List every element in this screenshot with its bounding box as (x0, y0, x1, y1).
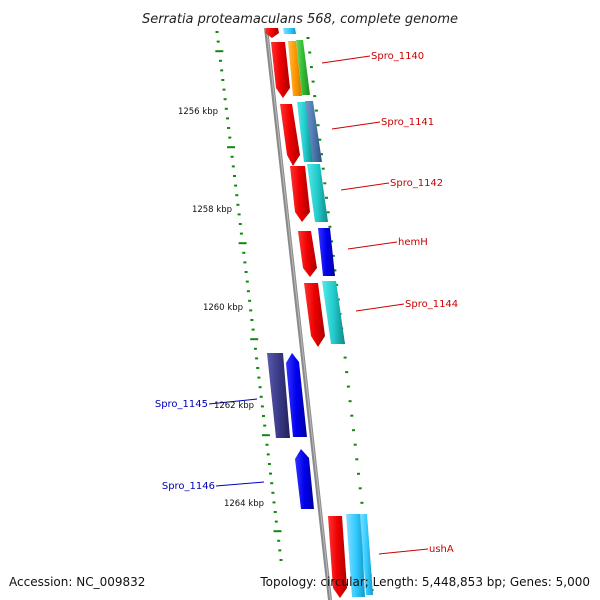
gene-hemh[interactable] (298, 228, 335, 277)
svg-text:Spro_1142: Spro_1142 (390, 178, 443, 189)
svg-text:hemH: hemH (398, 237, 428, 248)
gene-label-spro-1141[interactable]: Spro_1141 (331, 117, 434, 130)
scale-ruler-inner (215, 31, 283, 561)
gene-label-spro-1140[interactable]: Spro_1140 (321, 51, 424, 64)
gene-spro-1146[interactable] (295, 449, 314, 509)
gene-label-spro-1145[interactable]: Spro_1145 (155, 398, 258, 410)
kbp-label-1258: 1258 kbp (192, 205, 232, 215)
accession-text: Accession: NC_009832 (9, 575, 146, 589)
gene-label-spro-1144[interactable]: Spro_1144 (355, 299, 458, 312)
gene-label-spro-1142[interactable]: Spro_1142 (340, 178, 443, 191)
gene-spro-1140[interactable] (271, 40, 310, 98)
gene-spro-1145[interactable] (267, 353, 307, 438)
svg-text:Spro_1144: Spro_1144 (405, 299, 458, 310)
svg-text:Spro_1141: Spro_1141 (381, 117, 434, 128)
svg-text:Spro_1146: Spro_1146 (162, 481, 215, 492)
gene-spro-1144[interactable] (304, 281, 345, 347)
kbp-label-1256: 1256 kbp (178, 107, 218, 117)
svg-text:ushA: ushA (429, 544, 454, 555)
svg-text:Spro_1140: Spro_1140 (371, 51, 424, 62)
gene-usha[interactable] (328, 514, 373, 598)
map-title: Serratia proteamaculans 568, complete ge… (142, 12, 458, 27)
genome-backbone-highlight (266, 27, 331, 600)
topology-text: Topology: circular; Length: 5,448,853 bp… (260, 575, 590, 589)
gene-spro-1142[interactable] (290, 164, 328, 222)
kbp-label-1262: 1262 kbp (214, 401, 254, 411)
gene-spro-1141[interactable] (280, 101, 322, 166)
kbp-label-1264: 1264 kbp (224, 499, 264, 509)
gene-top-partial[interactable] (265, 28, 296, 38)
kbp-label-1260: 1260 kbp (203, 303, 243, 313)
gene-label-spro-1146[interactable]: Spro_1146 (162, 481, 265, 492)
gene-label-hemh[interactable]: hemH (347, 237, 428, 250)
gene-label-usha[interactable]: ushA (378, 544, 454, 555)
svg-text:Spro_1145: Spro_1145 (155, 399, 208, 410)
